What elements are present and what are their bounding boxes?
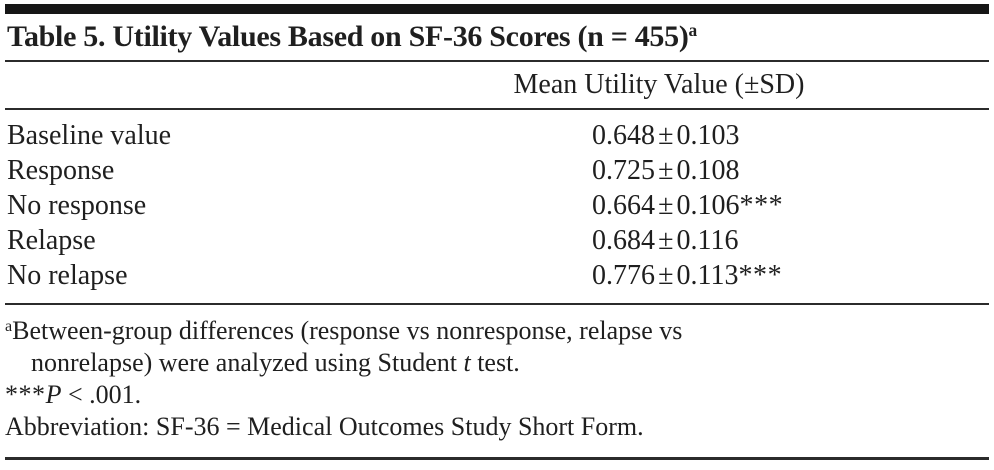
rule-below-header [5, 108, 989, 110]
significance-stars: *** [738, 260, 783, 291]
footnote-a-italic-t: t [463, 348, 471, 377]
row-label: Baseline value [7, 120, 172, 151]
row-value: 0.776 ± 0.113*** [592, 258, 782, 293]
row-value: 0.725 ± 0.108 [592, 153, 740, 188]
footnote-a-line2-pre: nonrelapse) were analyzed using Student [31, 348, 464, 377]
row-value: 0.684 ± 0.116 [592, 223, 739, 258]
table-title: Table 5. Utility Values Based on SF-36 S… [5, 14, 989, 60]
table-row-no-response: No response 0.664 ± 0.106*** [5, 188, 989, 223]
table-row-relapse: Relapse 0.684 ± 0.116 [5, 223, 989, 258]
row-value-number: 0.776 ± 0.113 [592, 260, 739, 291]
row-value-number: 0.684 ± 0.116 [592, 225, 739, 256]
table-title-footnote-marker: a [688, 20, 698, 40]
table-row-response: Response 0.725 ± 0.108 [5, 153, 989, 188]
footnotes: aBetween-group differences (response vs … [5, 305, 989, 443]
row-value-number: 0.648 ± 0.103 [592, 120, 740, 151]
row-value-number: 0.725 ± 0.108 [592, 155, 740, 186]
footnote-a-line2-post: test. [470, 348, 520, 377]
column-header-mean-utility-value: Mean Utility Value (±SD) [513, 69, 805, 100]
row-label: No response [7, 190, 147, 221]
table-row-no-relapse: No relapse 0.776 ± 0.113*** [5, 258, 989, 293]
table-title-text: Table 5. Utility Values Based on SF-36 S… [7, 20, 689, 53]
significance-stars: *** [739, 190, 784, 221]
row-label: No relapse [7, 260, 128, 291]
footnote-significance-rest: < .001. [61, 380, 142, 409]
row-value: 0.664 ± 0.106*** [592, 188, 783, 223]
footnote-abbreviation: Abbreviation: SF-36 = Medical Outcomes S… [5, 412, 644, 441]
row-value-number: 0.664 ± 0.106 [592, 190, 740, 221]
footnote-significance-stars: *** [5, 380, 46, 409]
table-row-baseline-value: Baseline value 0.648 ± 0.103 [5, 118, 989, 153]
row-label: Relapse [7, 225, 96, 256]
footnote-significance-italic-p: P [45, 380, 62, 409]
rule-below-body [5, 303, 989, 305]
rule-below-title [5, 60, 989, 62]
table-body: Baseline value 0.648 ± 0.103 Response 0.… [5, 110, 989, 303]
row-value: 0.648 ± 0.103 [592, 118, 740, 153]
footnote-significance: ***P < .001. [5, 379, 989, 411]
table-top-rule [5, 4, 989, 14]
footnote-a-marker: a [5, 318, 13, 335]
footnote-a-line1: Between-group differences (response vs n… [12, 316, 683, 345]
row-label: Response [7, 155, 115, 186]
footnote-a: aBetween-group differences (response vs … [5, 315, 989, 379]
table-bottom-rule [5, 457, 989, 460]
